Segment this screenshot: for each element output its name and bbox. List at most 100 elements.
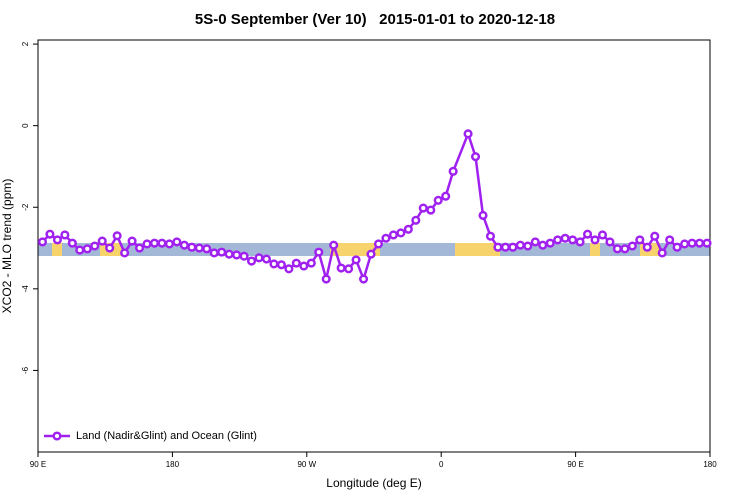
data-point <box>403 224 413 234</box>
data-point <box>82 244 92 254</box>
data-point <box>560 233 570 243</box>
data-point <box>411 215 421 225</box>
legend-label: Land (Nadir&Glint) and Ocean (Glint) <box>76 430 257 442</box>
data-point <box>52 235 62 245</box>
data-point <box>75 245 85 255</box>
x-axis-label: Longitude (deg E) <box>326 476 421 490</box>
data-point <box>194 243 204 253</box>
x-tick-label: 90 W <box>297 460 316 469</box>
data-point <box>523 241 533 251</box>
y-tick-label: -4 <box>21 285 30 293</box>
x-tick-label: 0 <box>439 460 444 469</box>
x-tick-label: 180 <box>703 460 717 469</box>
data-point <box>336 263 346 273</box>
data-point <box>239 251 249 261</box>
data-point <box>590 235 600 245</box>
data-point <box>224 249 234 259</box>
data-point <box>538 240 548 250</box>
data-point <box>515 240 525 250</box>
data-point <box>530 237 540 247</box>
data-point <box>545 238 555 248</box>
data-point <box>687 238 697 248</box>
data-point <box>67 238 77 248</box>
data-point <box>694 238 705 248</box>
data-point <box>605 237 615 247</box>
data-point <box>149 238 160 248</box>
data-point <box>373 239 384 249</box>
data-point <box>276 260 286 270</box>
data-point <box>90 241 100 251</box>
data-point <box>463 129 473 139</box>
x-tick-label: 90 E <box>30 460 46 469</box>
data-point <box>627 241 637 251</box>
y-axis-label: XCO2 - MLO trend (ppm) <box>0 179 14 314</box>
data-point <box>665 235 675 245</box>
data-point <box>426 205 436 215</box>
data-point <box>254 253 264 263</box>
data-point <box>500 242 510 252</box>
data-point <box>105 243 115 253</box>
x-tick-label: 90 E <box>567 460 583 469</box>
data-point <box>37 237 48 247</box>
data-point <box>612 244 622 254</box>
data-point <box>120 248 130 258</box>
data-point <box>553 235 563 245</box>
data-point <box>299 261 309 271</box>
data-point <box>127 236 137 246</box>
data-point <box>680 239 690 249</box>
data-point <box>441 191 451 201</box>
data-point <box>478 210 488 220</box>
y-tick-label: -6 <box>21 366 30 374</box>
data-point <box>575 237 585 247</box>
data-point <box>209 248 219 258</box>
data-point <box>142 239 152 249</box>
data-point <box>329 240 339 250</box>
data-point <box>261 254 272 264</box>
data-point <box>433 195 443 205</box>
data-point <box>620 244 630 254</box>
data-point <box>568 235 578 245</box>
data-point <box>650 231 660 241</box>
data-point <box>187 242 197 252</box>
series-line <box>41 130 708 283</box>
data-point <box>60 230 70 240</box>
legend-marker <box>52 431 62 441</box>
data-point <box>179 240 189 250</box>
data-point <box>97 236 107 246</box>
data-point <box>321 274 331 284</box>
data-point <box>172 237 182 247</box>
data-point <box>314 247 324 257</box>
data-point <box>702 238 712 248</box>
data-point <box>344 264 354 274</box>
data-point <box>418 203 428 213</box>
chart-title: 5S-0 September (Ver 10) 2015-01-01 to 20… <box>195 11 555 28</box>
data-point <box>284 264 294 274</box>
data-point <box>470 152 481 162</box>
data-point <box>657 248 667 258</box>
y-tick-label: 2 <box>21 41 30 46</box>
data-point <box>164 239 174 249</box>
data-point <box>45 229 55 239</box>
data-point <box>642 242 652 252</box>
data-point <box>202 244 212 254</box>
data-point <box>157 238 167 248</box>
data-point <box>358 274 369 284</box>
y-tick-label: 0 <box>21 123 30 128</box>
data-point <box>246 256 257 266</box>
data-point <box>366 249 376 259</box>
data-point <box>232 250 242 260</box>
data-point <box>134 243 145 253</box>
data-point <box>217 247 227 257</box>
data-point <box>112 231 122 241</box>
y-tick-label: -2 <box>21 203 30 211</box>
data-point <box>381 233 391 243</box>
data-point <box>291 258 301 268</box>
data-point <box>269 259 279 269</box>
data-point <box>582 229 593 239</box>
data-point <box>672 242 682 252</box>
data-point <box>493 242 503 252</box>
data-point <box>597 230 608 240</box>
data-point <box>351 255 361 265</box>
data-point <box>448 166 458 176</box>
